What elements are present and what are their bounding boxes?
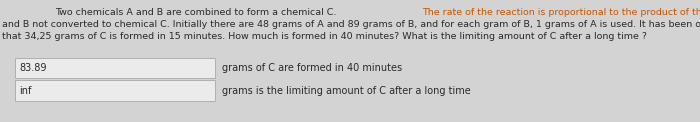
FancyBboxPatch shape	[15, 80, 215, 101]
Text: Two chemicals A and B are combined to form a chemical C.: Two chemicals A and B are combined to fo…	[55, 8, 340, 17]
Text: The rate of the reaction is proportional to the product of the instantaneous amo: The rate of the reaction is proportional…	[422, 8, 700, 17]
Text: inf: inf	[19, 86, 32, 96]
Text: that 34,25 grams of C is formed in 15 minutes. How much is formed in 40 minutes?: that 34,25 grams of C is formed in 15 mi…	[2, 32, 647, 41]
Text: grams is the limiting amount of C after a long time: grams is the limiting amount of C after …	[222, 86, 470, 96]
Text: grams of C are formed in 40 minutes: grams of C are formed in 40 minutes	[222, 63, 402, 73]
FancyBboxPatch shape	[15, 58, 215, 78]
Text: 83.89: 83.89	[19, 63, 46, 73]
Text: and B not converted to chemical C. Initially there are 48 grams of A and 89 gram: and B not converted to chemical C. Initi…	[2, 20, 700, 29]
